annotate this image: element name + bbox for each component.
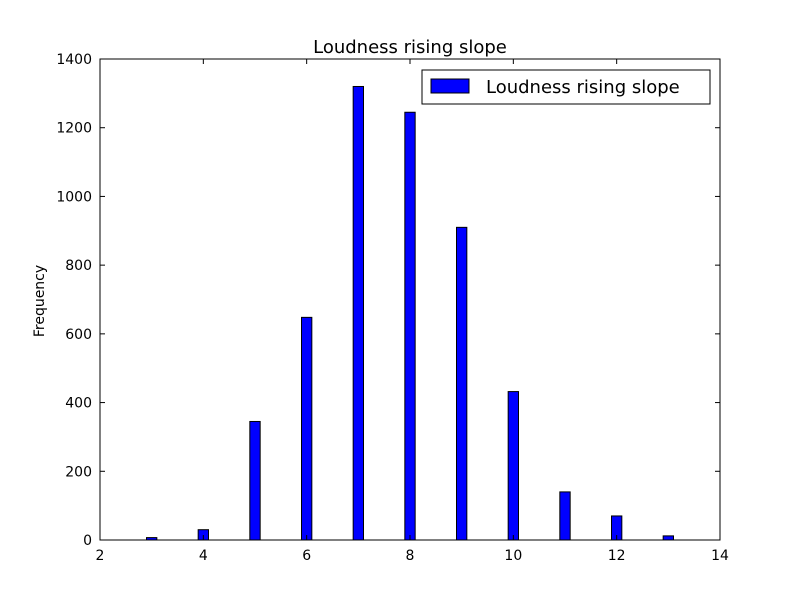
legend-frame — [421, 69, 711, 105]
bar — [404, 111, 416, 541]
chart-title: Loudness rising slope — [313, 37, 507, 58]
x-tick-label: 4 — [199, 548, 208, 564]
bar — [249, 420, 261, 541]
x-tick-label: 12 — [608, 548, 626, 564]
y-tick-label: 1400 — [56, 52, 92, 68]
y-axis-label: Frequency — [32, 265, 48, 337]
bar — [456, 226, 468, 541]
x-axis-ticks: 2 4 6 8 10 12 14 — [96, 59, 729, 564]
x-tick-label: 8 — [406, 548, 415, 564]
y-tick-label: 1200 — [56, 121, 92, 137]
legend-swatch — [430, 78, 470, 94]
legend-label: Loudness rising slope — [486, 77, 680, 98]
x-tick-label: 10 — [504, 548, 522, 564]
y-tick-label: 400 — [65, 396, 92, 412]
y-tick-label: 0 — [83, 533, 92, 549]
bar — [507, 391, 519, 541]
x-tick-label: 2 — [96, 548, 105, 564]
legend: Loudness rising slope — [421, 69, 711, 105]
bar — [352, 85, 364, 541]
y-tick-label: 800 — [65, 258, 92, 274]
bar — [662, 535, 675, 541]
x-tick-label: 6 — [302, 548, 311, 564]
y-tick-label: 1000 — [56, 189, 92, 205]
bar — [559, 491, 571, 541]
y-tick-label: 200 — [65, 464, 92, 480]
y-axis-ticks: 0 200 400 600 800 1000 1200 1400 — [56, 52, 720, 549]
y-tick-label: 600 — [65, 327, 92, 343]
bar — [301, 316, 313, 541]
x-tick-label: 14 — [711, 548, 729, 564]
